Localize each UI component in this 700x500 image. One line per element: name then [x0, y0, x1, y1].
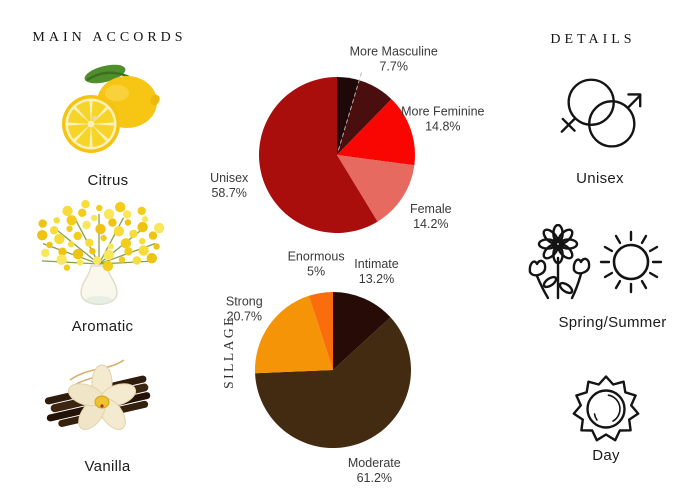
pie-slice-gender-3	[337, 155, 415, 222]
accord-label-aromatic: Aromatic	[71, 318, 134, 335]
sun-disc	[612, 243, 650, 281]
sun-spiky-ring	[572, 375, 640, 442]
slice-label: More Masculine	[350, 44, 438, 58]
pie-slice-sillage-1	[255, 317, 412, 449]
details-header: DETAILS	[550, 32, 636, 47]
main-accords-header: MAIN ACCORDS	[32, 30, 187, 45]
detail-label-season: Spring/Summer	[558, 314, 667, 331]
accord-label-citrus: Citrus	[87, 172, 129, 189]
vase	[80, 265, 118, 305]
accord-label-vanilla: Vanilla	[84, 458, 131, 475]
slice-label: Intimate	[354, 257, 399, 271]
day-sun-icon	[572, 375, 640, 442]
mimosa-blossoms	[37, 200, 165, 272]
pie-slice-sillage-0	[333, 292, 391, 370]
detail-label-time: Day	[592, 447, 620, 464]
pie-slice-gender-1	[337, 80, 392, 155]
slice-label: Unisex	[210, 171, 249, 185]
flowers-and-sun-icon	[528, 224, 663, 300]
vanilla-orchid-flower	[67, 364, 137, 430]
sillage-axis-label: SILLAGE	[221, 315, 236, 389]
pie-slice-sillage-2	[255, 295, 333, 374]
pie-slice-sillage-3	[308, 292, 333, 370]
slice-pct: 61.2%	[357, 471, 392, 485]
slice-pct: 7.7%	[379, 59, 408, 73]
slice-pct: 20.7%	[227, 309, 262, 323]
sun-rays	[599, 230, 663, 294]
slice-pct: 14.2%	[413, 217, 448, 231]
lemon-stem	[86, 71, 130, 82]
citrus-lemon-image	[62, 64, 160, 153]
male-circle	[588, 100, 636, 148]
slice-pct: 14.8%	[425, 119, 460, 133]
pie-slice-gender-4	[258, 77, 378, 233]
left-tulip	[528, 259, 547, 277]
pie-slice-gender-2	[337, 99, 415, 166]
vanilla-image	[44, 359, 151, 430]
daisy-flower	[537, 224, 579, 265]
slice-label: Enormous	[288, 249, 345, 263]
slice-pct: 13.2%	[359, 272, 394, 286]
aromatic-mimosa-image	[37, 200, 165, 305]
detail-label-gender: Unisex	[576, 170, 624, 187]
slice-label: More Feminine	[401, 104, 484, 118]
slice-label: Strong	[226, 294, 263, 308]
right-tulip	[572, 257, 591, 275]
slice-label: Moderate	[348, 456, 401, 470]
slice-pct: 5%	[307, 264, 325, 278]
gender-unisex-icon	[560, 78, 642, 148]
slice-label: Female	[410, 202, 452, 216]
slice-pct: 58.7%	[211, 186, 246, 200]
